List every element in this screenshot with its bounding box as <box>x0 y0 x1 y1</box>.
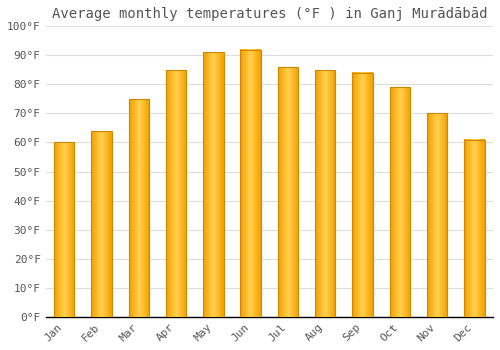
Bar <box>427 113 448 317</box>
Bar <box>203 52 224 317</box>
Bar <box>464 140 484 317</box>
Bar <box>128 99 149 317</box>
Bar <box>278 67 298 317</box>
Bar <box>352 73 373 317</box>
Bar <box>390 87 410 317</box>
Title: Average monthly temperatures (°F ) in Ganj Murādābād: Average monthly temperatures (°F ) in Ga… <box>52 7 487 21</box>
Bar <box>54 142 74 317</box>
Bar <box>315 70 336 317</box>
Bar <box>240 49 261 317</box>
Bar <box>166 70 186 317</box>
Bar <box>91 131 112 317</box>
